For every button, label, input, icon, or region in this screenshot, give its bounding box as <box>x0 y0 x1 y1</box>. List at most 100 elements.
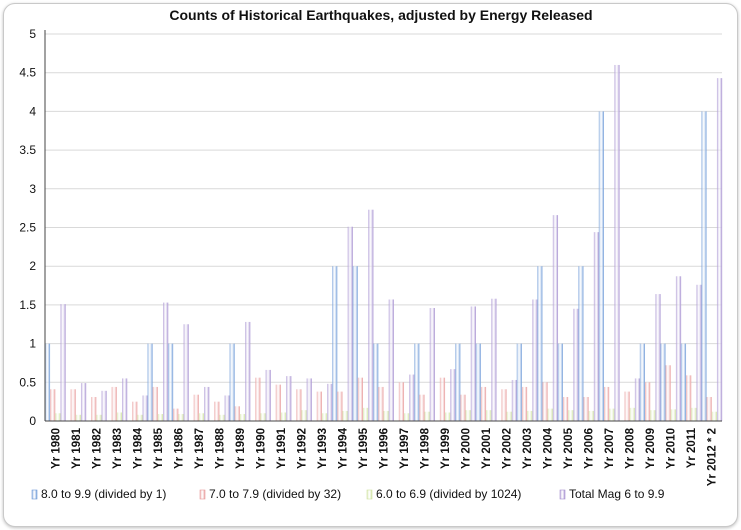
bar-7-0-to-7-9-divided-by-32-yr-1992 <box>296 389 302 421</box>
bar-total-mag-6-to-9-9-yr-2003 <box>532 299 538 421</box>
x-tick-label: Yr 1987 <box>194 428 206 469</box>
bar-7-0-to-7-9-divided-by-32-yr-1990 <box>255 377 261 421</box>
bar-total-mag-6-to-9-9-yr-2006 <box>593 232 600 421</box>
x-tick-label: Yr 1989 <box>235 428 247 469</box>
bar-6-0-to-6-9-divided-by-1024-yr-1991 <box>280 412 287 421</box>
bar-6-0-to-6-9-divided-by-1024-yr-2008 <box>629 407 635 421</box>
bar-total-mag-6-to-9-9-yr-2001 <box>491 298 497 421</box>
bar-8-0-to-9-9-divided-by-1-yr-2004 <box>537 266 543 421</box>
bar-8-0-to-9-9-divided-by-1-yr-2003 <box>516 343 522 421</box>
bar-6-0-to-6-9-divided-by-1024-yr-1994 <box>342 410 348 421</box>
bar-6-0-to-6-9-divided-by-1024-yr-1997 <box>404 413 410 421</box>
bar-6-0-to-6-9-divided-by-1024-yr-2003 <box>527 410 533 421</box>
x-tick-label: Yr 2010 <box>666 428 678 469</box>
x-tick-label: Yr 2011 <box>686 427 698 468</box>
bar-total-mag-6-to-9-9-yr-1988 <box>224 395 230 421</box>
bar-7-0-to-7-9-divided-by-32-yr-1994 <box>337 391 343 421</box>
bar-total-mag-6-to-9-9-yr-1991 <box>286 376 292 421</box>
bar-8-0-to-9-9-divided-by-1-yr-2005 <box>557 343 563 421</box>
bar-6-0-to-6-9-divided-by-1024-yr-1999 <box>445 412 451 421</box>
bar-7-0-to-7-9-divided-by-32-yr-2001 <box>480 386 487 421</box>
x-axis-ticks: Yr 1980 Yr 1981 Yr 1982 Yr 1983 Yr 1984 Yr 19… <box>50 427 718 486</box>
legend: 8.0 to 9.9 (divided by 1) 7.0 to 7.9 (div… <box>31 487 665 501</box>
x-tick-label: Yr 2004 <box>543 427 555 469</box>
bar-7-0-to-7-9-divided-by-32-yr-2011 <box>686 375 692 421</box>
bar-7-0-to-7-9-divided-by-32-yr-1986 <box>173 408 179 421</box>
bar-total-mag-6-to-9-9-yr-1993 <box>327 383 333 421</box>
x-tick-label: Yr 2008 <box>625 427 637 469</box>
bar-6-0-to-6-9-divided-by-1024-yr-1988 <box>219 414 225 421</box>
bar-6-0-to-6-9-divided-by-1024-yr-1984 <box>137 414 143 421</box>
bar-7-0-to-7-9-divided-by-32-yr-2007 <box>603 386 610 421</box>
y-tick-label: 5 <box>29 27 36 41</box>
bar-series <box>44 64 723 422</box>
bar-7-0-to-7-9-divided-by-32-yr-1998 <box>419 394 425 421</box>
bar-7-0-to-7-9-divided-by-32-yr-1993 <box>316 391 322 421</box>
bar-8-0-to-9-9-divided-by-1-yr-2009 <box>639 343 645 421</box>
bar-7-0-to-7-9-divided-by-32-yr-1991 <box>275 384 281 421</box>
y-tick-label: 4 <box>29 104 36 118</box>
bar-6-0-to-6-9-divided-by-1024-yr-2012-2 <box>711 411 717 421</box>
bar-7-0-to-7-9-divided-by-32-yr-2003 <box>521 386 528 421</box>
x-tick-label: Yr 1997 <box>399 428 411 469</box>
bar-6-0-to-6-9-divided-by-1024-yr-2006 <box>588 410 594 421</box>
y-tick-label: 2 <box>29 259 36 273</box>
legend-label: 7.0 to 7.9 (divided by 32) <box>209 487 341 501</box>
x-tick-label: Yr 1981 <box>71 427 83 469</box>
bar-8-0-to-9-9-divided-by-1-yr-2001 <box>475 343 481 421</box>
legend-swatch <box>559 489 566 500</box>
bar-8-0-to-9-9-divided-by-1-yr-2010 <box>660 343 666 421</box>
bar-6-0-to-6-9-divided-by-1024-yr-1981 <box>75 414 81 421</box>
bar-total-mag-6-to-9-9-yr-1981 <box>80 383 87 421</box>
x-tick-label: Yr 2012 * 2 <box>707 428 719 486</box>
bar-6-0-to-6-9-divided-by-1024-yr-1993 <box>321 413 328 421</box>
bar-7-0-to-7-9-divided-by-32-yr-1984 <box>132 401 138 421</box>
bar-7-0-to-7-9-divided-by-32-yr-1999 <box>439 377 446 421</box>
legend-label: 8.0 to 9.9 (divided by 1) <box>41 487 166 501</box>
bar-total-mag-6-to-9-9-yr-1987 <box>204 386 210 421</box>
bar-7-0-to-7-9-divided-by-32-yr-1982 <box>91 397 97 421</box>
bar-6-0-to-6-9-divided-by-1024-yr-2010 <box>670 409 676 421</box>
y-tick-label: 1.5 <box>19 298 36 312</box>
bar-6-0-to-6-9-divided-by-1024-yr-1990 <box>260 413 266 421</box>
bar-6-0-to-6-9-divided-by-1024-yr-2009 <box>650 410 656 421</box>
bar-8-0-to-9-9-divided-by-1-yr-1996 <box>373 343 379 421</box>
bar-7-0-to-7-9-divided-by-32-yr-1989 <box>234 406 240 421</box>
bar-8-0-to-9-9-divided-by-1-yr-1986 <box>167 343 174 421</box>
bar-6-0-to-6-9-divided-by-1024-yr-1989 <box>239 414 246 421</box>
bar-8-0-to-9-9-divided-by-1-yr-2000 <box>455 343 461 421</box>
bar-7-0-to-7-9-divided-by-32-yr-2000 <box>460 394 466 421</box>
bar-7-0-to-7-9-divided-by-32-yr-2012-2 <box>706 397 712 421</box>
bar-6-0-to-6-9-divided-by-1024-yr-2011 <box>691 407 697 421</box>
legend-swatch <box>199 489 206 500</box>
x-tick-label: Yr 2001 <box>481 427 493 469</box>
bar-6-0-to-6-9-divided-by-1024-yr-1996 <box>383 410 389 421</box>
bar-total-mag-6-to-9-9-yr-2012-2 <box>716 78 723 422</box>
y-tick-label: 4.5 <box>19 66 36 80</box>
bar-7-0-to-7-9-divided-by-32-yr-2005 <box>562 397 569 421</box>
bar-6-0-to-6-9-divided-by-1024-yr-2005 <box>568 410 574 421</box>
y-tick-label: 1 <box>29 337 36 351</box>
x-tick-label: Yr 1980 <box>50 428 62 469</box>
bar-total-mag-6-to-9-9-yr-1982 <box>101 390 107 421</box>
bar-total-mag-6-to-9-9-yr-2002 <box>511 379 517 421</box>
x-tick-label: Yr 1995 <box>358 427 370 469</box>
bar-total-mag-6-to-9-9-yr-2005 <box>573 308 579 421</box>
bar-6-0-to-6-9-divided-by-1024-yr-1986 <box>178 414 184 421</box>
bar-total-mag-6-to-9-9-yr-2007 <box>614 64 620 422</box>
bar-8-0-to-9-9-divided-by-1-yr-2012-2 <box>701 111 707 422</box>
bar-8-0-to-9-9-divided-by-1-yr-1994 <box>332 266 338 421</box>
bar-8-0-to-9-9-divided-by-1-yr-1989 <box>229 343 235 421</box>
bar-6-0-to-6-9-divided-by-1024-yr-2007 <box>609 408 615 421</box>
bar-total-mag-6-to-9-9-yr-1995 <box>368 209 374 421</box>
y-tick-label: 3 <box>29 182 36 196</box>
bar-7-0-to-7-9-divided-by-32-yr-1981 <box>70 389 76 421</box>
bar-total-mag-6-to-9-9-yr-2000 <box>470 306 476 421</box>
bar-6-0-to-6-9-divided-by-1024-yr-1992 <box>301 410 307 421</box>
bar-6-0-to-6-9-divided-by-1024-yr-1998 <box>424 411 430 421</box>
bar-total-mag-6-to-9-9-yr-2008 <box>634 378 641 421</box>
x-tick-label: Yr 2007 <box>604 428 616 469</box>
x-tick-label: Yr 1992 <box>296 428 308 469</box>
legend-label: Total Mag 6 to 9.9 <box>569 487 665 501</box>
